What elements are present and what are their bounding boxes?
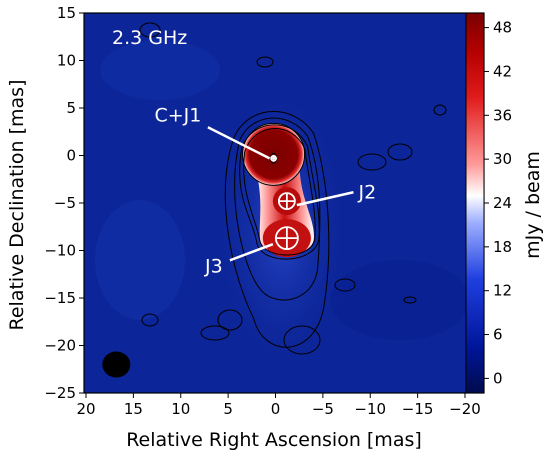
core-marker — [270, 154, 278, 162]
colorbar-tick-label: 6 — [493, 326, 503, 344]
contour — [243, 128, 316, 256]
x-tick-label: 20 — [76, 400, 95, 418]
contour — [433, 104, 447, 116]
colorbar-tick-label: 24 — [493, 194, 512, 212]
contour — [357, 153, 387, 171]
colorbar-ticks: 0 6 12 18 24 30 36 42 48 — [484, 19, 512, 387]
contour — [224, 111, 330, 348]
colorbar — [465, 12, 485, 394]
leader-line — [229, 242, 274, 262]
beam-ellipse — [102, 351, 131, 378]
y-axis: 15 10 5 0 −5 −10 −15 −20 −25 — [44, 4, 84, 402]
annotation-j3: J3 — [204, 255, 223, 277]
x-tick-label: 5 — [223, 400, 233, 418]
x-tick-label: 15 — [124, 400, 143, 418]
colorbar-tick-label: 12 — [493, 282, 512, 300]
contour — [387, 143, 413, 161]
contour — [256, 56, 274, 68]
contour — [334, 278, 356, 292]
x-axis-label: Relative Right Ascension [mas] — [126, 429, 422, 451]
contour — [283, 325, 321, 355]
contour — [239, 124, 320, 260]
colorbar-tick-label: 30 — [493, 150, 512, 168]
noise-patch — [330, 260, 470, 340]
component-markers — [270, 154, 299, 251]
y-tick-label: 10 — [57, 52, 76, 70]
contour — [200, 325, 230, 341]
x-tick-label: 10 — [171, 400, 190, 418]
y-tick-label: −25 — [44, 384, 76, 402]
colorbar-tick-label: 36 — [493, 106, 512, 124]
noise-patch — [95, 200, 185, 320]
x-tick-label: −20 — [449, 400, 481, 418]
colorbar-tick-label: 48 — [493, 19, 512, 37]
y-tick-label: −5 — [54, 194, 76, 212]
contour — [242, 122, 306, 186]
y-axis-label: Relative Declination [mas] — [6, 80, 28, 331]
colorbar-label: mJy / beam — [522, 151, 544, 259]
annotation-j2: J2 — [358, 181, 377, 203]
y-tick-label: 0 — [66, 147, 76, 165]
plot-area — [84, 13, 484, 393]
x-axis: 20 15 10 5 0 −5 −10 −15 −20 — [76, 393, 481, 418]
x-tick-label: 0 — [271, 400, 281, 418]
y-tick-label: −20 — [44, 337, 76, 355]
x-tick-label: −5 — [312, 400, 334, 418]
annotation-c-j1: C+J1 — [154, 104, 201, 126]
contour — [141, 313, 159, 327]
y-tick-label: 15 — [57, 4, 76, 22]
frequency-label: 2.3 GHz — [112, 27, 187, 49]
contour — [217, 309, 243, 331]
j2-marker — [277, 192, 296, 211]
x-tick-label: −10 — [354, 400, 386, 418]
y-tick-label: −10 — [44, 242, 76, 260]
noise-patch — [100, 40, 220, 100]
contour — [234, 117, 321, 301]
y-tick-label: −15 — [44, 289, 76, 307]
leader-line — [207, 126, 271, 160]
j3-marker — [274, 226, 299, 251]
contour — [403, 296, 417, 304]
contour-lines — [139, 22, 447, 355]
colorbar-tick-label: 42 — [493, 62, 512, 80]
contour — [139, 22, 161, 38]
colorbar-tick-label: 18 — [493, 238, 512, 256]
core-emission — [242, 123, 305, 186]
leader-line — [296, 191, 354, 207]
x-tick-label: −15 — [402, 400, 434, 418]
colorbar-tick-label: 0 — [493, 369, 503, 387]
y-tick-label: 5 — [66, 99, 76, 117]
annotations: C+J1 J2 J3 — [154, 104, 376, 277]
